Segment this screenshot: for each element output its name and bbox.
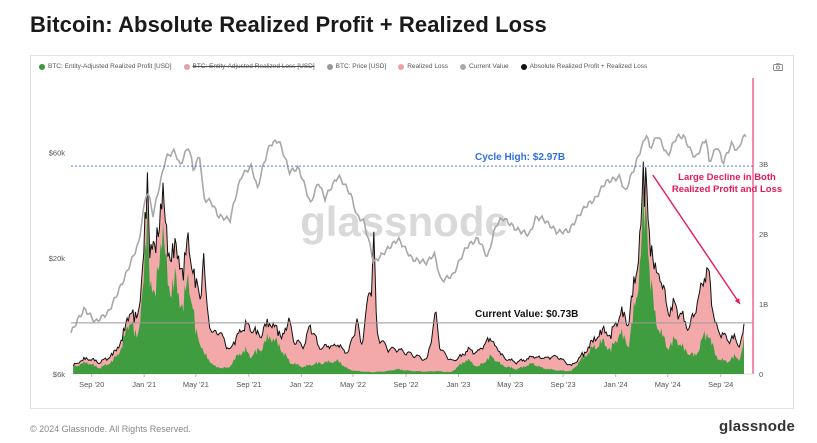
footer-copyright: © 2024 Glassnode. All Rights Reserved. bbox=[30, 424, 191, 434]
legend-label: BTC: Entity-Adjusted Realized Profit [US… bbox=[48, 63, 172, 70]
annotation-arrow bbox=[652, 174, 741, 305]
x-tick-label: May '22 bbox=[340, 380, 366, 389]
legend-swatch bbox=[183, 63, 190, 70]
legend-label: BTC: Price [USD] bbox=[335, 63, 387, 70]
legend-item[interactable]: Realized Loss bbox=[398, 63, 448, 70]
footer-brand-logo: glassnode bbox=[719, 418, 795, 435]
legend-item[interactable]: BTC: Entity-Adjusted Realized Profit [US… bbox=[39, 63, 172, 70]
x-tick-label: Sep '22 bbox=[393, 380, 418, 389]
legend-item[interactable]: BTC: Entity-Adjusted Realized Loss [USD] bbox=[183, 63, 315, 70]
y-left-tick-label: $6k bbox=[53, 370, 65, 379]
x-tick-label: Jan '24 bbox=[604, 380, 628, 389]
x-tick-label: Sep '20 bbox=[79, 380, 104, 389]
x-tick-label: Sep '21 bbox=[236, 380, 261, 389]
x-tick-label: Sep '24 bbox=[708, 380, 733, 389]
chart-legend: BTC: Entity-Adjusted Realized Profit [US… bbox=[39, 63, 647, 70]
chart-title: Bitcoin: Absolute Realized Profit + Real… bbox=[30, 12, 547, 37]
legend-swatch bbox=[326, 63, 333, 70]
annotation-arrowhead bbox=[734, 298, 740, 304]
annotation-text: Realized Profit and Loss bbox=[672, 184, 782, 195]
y-left-tick-label: $60k bbox=[49, 148, 66, 157]
y-left-tick-label: $20k bbox=[49, 254, 66, 263]
legend-swatch bbox=[398, 63, 405, 70]
y-right-tick-label: 3B bbox=[759, 160, 768, 169]
x-tick-label: Sep '23 bbox=[551, 380, 576, 389]
legend-label: Absolute Realized Profit + Realized Loss bbox=[529, 63, 648, 70]
cycle-high-label: Cycle High: $2.97B bbox=[475, 152, 565, 163]
camera-icon[interactable] bbox=[773, 63, 783, 71]
legend-item[interactable]: Absolute Realized Profit + Realized Loss bbox=[520, 63, 648, 70]
legend-swatch bbox=[520, 63, 527, 70]
chart-plot: glassnode Cycle High: $2.97B Current Value… bbox=[49, 78, 782, 389]
legend-item[interactable]: Current Value bbox=[460, 63, 509, 70]
x-tick-label: Jan '21 bbox=[132, 380, 156, 389]
x-tick-label: May '21 bbox=[183, 380, 209, 389]
y-right-tick-label: 0 bbox=[759, 370, 763, 379]
legend-label: Realized Loss bbox=[407, 63, 449, 70]
x-tick-label: Jan '23 bbox=[447, 380, 471, 389]
current-value-label: Current Value: $0.73B bbox=[475, 309, 578, 320]
x-tick-label: Jan '22 bbox=[289, 380, 313, 389]
annotation-text: Large Decline in Both bbox=[678, 172, 776, 183]
legend-item[interactable]: BTC: Price [USD] bbox=[326, 63, 387, 70]
realized-profit-area bbox=[73, 188, 744, 374]
legend-label: Current Value bbox=[469, 63, 509, 70]
btc-price-line bbox=[70, 132, 747, 334]
legend-swatch bbox=[39, 63, 45, 70]
y-right-tick-label: 2B bbox=[759, 230, 768, 239]
absolute-total-line bbox=[72, 161, 745, 367]
y-right-tick-label: 1B bbox=[759, 300, 768, 309]
watermark-logo: glassnode bbox=[300, 198, 508, 245]
x-tick-label: May '23 bbox=[497, 380, 523, 389]
legend-label: BTC: Entity-Adjusted Realized Loss [USD] bbox=[192, 63, 315, 70]
legend-swatch bbox=[460, 63, 467, 70]
x-tick-label: May '24 bbox=[655, 380, 681, 389]
chart-card: BTC: Entity-Adjusted Realized Profit [US… bbox=[30, 55, 794, 409]
